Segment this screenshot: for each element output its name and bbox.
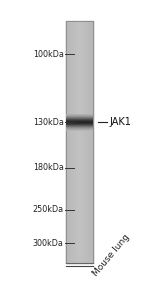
- Bar: [66, 119, 93, 120]
- Bar: [66, 127, 93, 128]
- Bar: [66, 128, 93, 129]
- Bar: [66, 118, 93, 119]
- Text: Mouse lung: Mouse lung: [91, 232, 131, 278]
- Bar: [66, 127, 93, 128]
- Bar: [66, 117, 93, 118]
- Bar: [66, 114, 93, 115]
- Bar: [66, 115, 93, 116]
- Bar: [66, 128, 93, 129]
- Text: 100kDa: 100kDa: [33, 50, 64, 59]
- Bar: [66, 116, 93, 117]
- Bar: [66, 120, 93, 121]
- Bar: [66, 115, 93, 116]
- Bar: [66, 129, 93, 130]
- Bar: [66, 121, 93, 122]
- Text: 130kDa: 130kDa: [33, 118, 64, 127]
- Bar: [66, 121, 93, 122]
- Bar: [66, 123, 93, 124]
- Bar: [66, 122, 93, 123]
- Bar: [66, 118, 93, 119]
- Bar: [66, 125, 93, 126]
- Bar: [66, 120, 93, 121]
- Bar: [66, 125, 93, 126]
- Bar: [66, 115, 93, 116]
- Bar: [66, 123, 93, 124]
- Bar: [66, 114, 93, 115]
- Bar: [66, 124, 93, 125]
- Bar: [66, 117, 93, 118]
- Bar: [66, 125, 93, 126]
- Bar: [66, 21, 93, 263]
- Bar: [66, 126, 93, 127]
- Bar: [66, 129, 93, 130]
- Bar: [66, 122, 93, 123]
- Bar: [66, 122, 93, 123]
- Bar: [66, 124, 93, 125]
- Text: JAK1: JAK1: [110, 117, 131, 127]
- Bar: [66, 123, 93, 124]
- Bar: [66, 124, 93, 125]
- Bar: [66, 126, 93, 127]
- Bar: [66, 126, 93, 127]
- Bar: [66, 114, 93, 115]
- Bar: [66, 116, 93, 117]
- Text: 180kDa: 180kDa: [33, 163, 64, 172]
- Bar: [66, 117, 93, 118]
- Bar: [66, 127, 93, 128]
- Bar: [66, 121, 93, 122]
- Bar: [66, 129, 93, 130]
- Text: 300kDa: 300kDa: [33, 239, 64, 248]
- Bar: [66, 115, 93, 116]
- Bar: [66, 119, 93, 120]
- Bar: [66, 119, 93, 120]
- Text: 250kDa: 250kDa: [33, 205, 64, 214]
- Bar: [66, 128, 93, 129]
- Bar: [66, 116, 93, 117]
- Bar: [66, 120, 93, 121]
- Bar: [66, 125, 93, 126]
- Bar: [66, 118, 93, 119]
- Bar: [66, 120, 93, 121]
